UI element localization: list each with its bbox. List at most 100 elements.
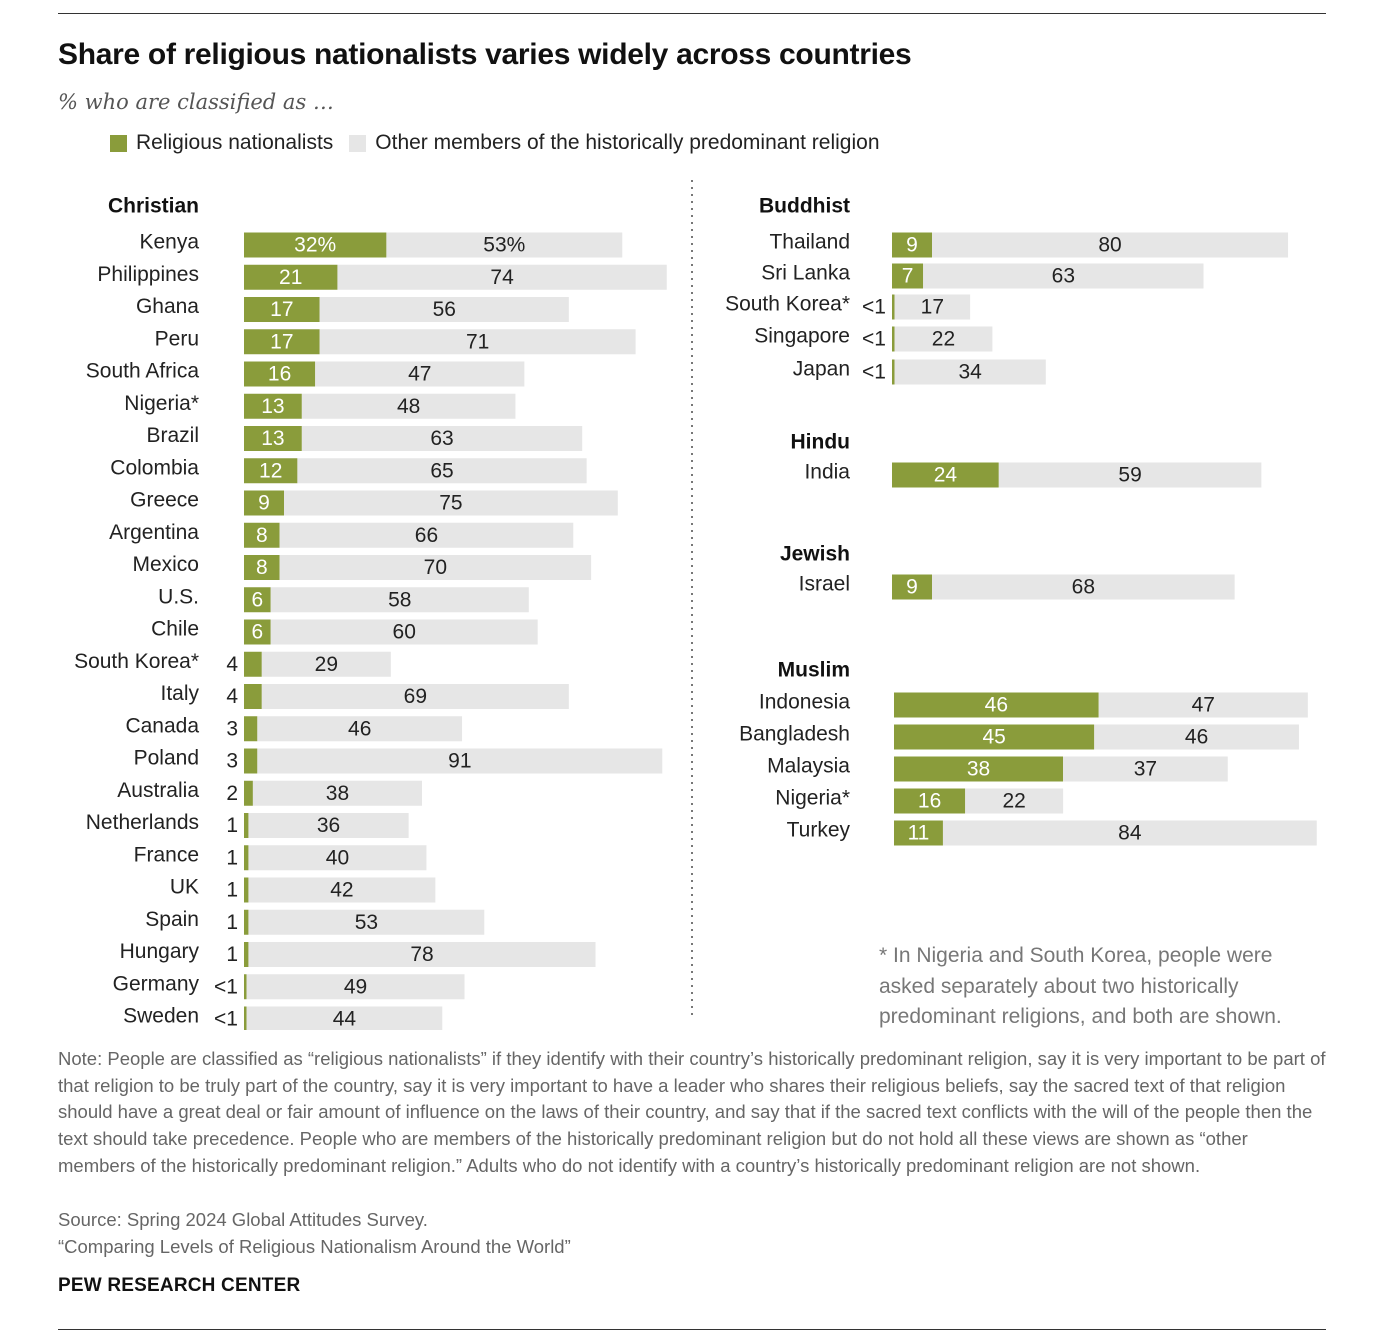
value-nationalists-buddhist-thailand: 9: [906, 234, 918, 257]
value-others-christian-greece: 75: [439, 492, 462, 515]
bar-nationalists-christian-canada: [244, 716, 258, 742]
value-nationalists-muslim-malaysia: 38: [967, 758, 990, 781]
bar-others-christian-uk: [248, 877, 436, 903]
value-others-christian-germany: 49: [344, 975, 367, 998]
value-others-christian-chile: 60: [393, 621, 416, 644]
bar-nationalists-christian-hungary: [244, 942, 249, 967]
row-label-christian-kenya: Kenya: [139, 231, 199, 254]
value-nationalists-christian-canada: 3: [226, 717, 238, 740]
value-others-christian-spain: 53: [355, 911, 378, 934]
value-others-christian-ghana: 56: [433, 298, 456, 321]
bar-others-buddhist-south-korea: [894, 294, 971, 320]
group-header-buddhist: Buddhist: [759, 195, 850, 218]
bar-others-muslim-indonesia: [1098, 692, 1308, 718]
value-nationalists-muslim-nigeria: 16: [918, 790, 941, 813]
bar-others-christian-australia: [252, 780, 422, 806]
bar-nationalists-christian-philippines: [244, 264, 338, 290]
value-nationalists-christian-brazil: 13: [261, 427, 284, 450]
value-nationalists-christian-sweden: <1: [214, 1008, 238, 1030]
value-others-christian-philippines: 74: [490, 266, 514, 289]
bar-nationalists-buddhist-sri-lanka: [892, 263, 924, 289]
bar-nationalists-christian-poland: [244, 748, 258, 774]
bar-others-buddhist-sri-lanka: [923, 263, 1204, 289]
bar-nationalists-christian-chile: [244, 619, 271, 645]
value-others-christian-canada: 46: [348, 717, 371, 740]
bar-nationalists-hindu-india: [892, 462, 999, 488]
value-others-christian-argentina: 66: [415, 524, 438, 547]
asterisk-footnote: * In Nigeria and South Korea, people wer…: [879, 944, 1282, 1028]
value-nationalists-christian-poland: 3: [226, 750, 238, 773]
bar-nationalists-christian-germany: [244, 974, 247, 1000]
value-nationalists-buddhist-sri-lanka: 7: [902, 265, 914, 288]
bar-nationalists-christian-france: [244, 845, 249, 871]
value-others-christian-peru: 71: [466, 330, 489, 353]
bar-others-christian-poland: [257, 748, 663, 774]
value-nationalists-christian-south-korea: 4: [226, 653, 238, 676]
value-others-buddhist-singapore: 22: [932, 328, 955, 351]
value-nationalists-muslim-indonesia: 46: [985, 694, 1008, 717]
group-header-jewish: Jewish: [780, 543, 850, 566]
bar-nationalists-buddhist-singapore: [892, 326, 895, 352]
value-others-buddhist-sri-lanka: 63: [1052, 265, 1075, 288]
row-label-jewish-israel: Israel: [799, 573, 850, 596]
row-label-muslim-indonesia: Indonesia: [759, 691, 850, 714]
bar-others-christian-u-s: [270, 587, 529, 613]
row-label-christian-uk: UK: [170, 876, 199, 899]
row-label-buddhist-singapore: Singapore: [754, 325, 850, 348]
row-label-christian-philippines: Philippines: [97, 263, 199, 286]
value-nationalists-christian-argentina: 8: [256, 524, 268, 547]
chart-title: Share of religious nationalists varies w…: [58, 38, 912, 71]
row-label-hindu-india: India: [804, 461, 850, 484]
row-label-christian-mexico: Mexico: [132, 553, 199, 576]
value-nationalists-muslim-bangladesh: 45: [982, 726, 1005, 749]
value-nationalists-christian-spain: 1: [226, 911, 238, 934]
row-label-christian-france: France: [134, 843, 199, 866]
value-others-muslim-indonesia: 47: [1192, 694, 1215, 717]
row-label-muslim-turkey: Turkey: [787, 819, 851, 842]
row-label-christian-poland: Poland: [134, 747, 199, 770]
value-nationalists-christian-greece: 9: [258, 492, 270, 515]
bar-nationalists-muslim-bangladesh: [894, 724, 1095, 750]
value-others-buddhist-south-korea: 17: [921, 296, 944, 319]
bar-nationalists-christian-argentina: [244, 522, 280, 548]
row-label-christian-spain: Spain: [145, 908, 199, 931]
legend-label-others: Other members of the historically predom…: [375, 131, 880, 154]
value-others-christian-brazil: 63: [430, 427, 453, 450]
bar-others-christian-nigeria: [301, 393, 516, 419]
row-label-christian-u-s: U.S.: [158, 585, 199, 608]
value-others-christian-netherlands: 36: [317, 814, 340, 837]
bar-others-buddhist-singapore: [894, 326, 993, 352]
bar-nationalists-christian-peru: [244, 329, 320, 355]
row-label-christian-australia: Australia: [117, 779, 199, 802]
bar-nationalists-muslim-malaysia: [894, 756, 1064, 782]
value-others-christian-hungary: 78: [410, 943, 433, 966]
row-label-muslim-nigeria: Nigeria*: [775, 787, 850, 810]
bar-nationalists-buddhist-thailand: [892, 232, 933, 258]
bar-nationalists-christian-australia: [244, 780, 253, 806]
bar-nationalists-christian-greece: [244, 490, 285, 516]
row-label-buddhist-japan: Japan: [793, 358, 850, 381]
bar-others-muslim-turkey: [942, 820, 1317, 846]
row-label-christian-nigeria: Nigeria*: [124, 392, 199, 415]
row-label-buddhist-thailand: Thailand: [769, 231, 850, 254]
bar-nationalists-muslim-turkey: [894, 820, 943, 846]
value-others-jewish-israel: 68: [1072, 576, 1095, 599]
value-nationalists-christian-netherlands: 1: [226, 814, 238, 837]
bar-others-muslim-bangladesh: [1094, 724, 1299, 750]
chart-subtitle: % who are classified as …: [58, 90, 334, 114]
bar-others-christian-mexico: [279, 555, 592, 580]
row-label-christian-canada: Canada: [125, 714, 199, 737]
top-rule: [58, 13, 1326, 14]
bar-others-christian-netherlands: [248, 813, 409, 838]
value-nationalists-christian-mexico: 8: [256, 556, 268, 579]
row-label-christian-colombia: Colombia: [110, 456, 199, 479]
value-nationalists-christian-france: 1: [226, 846, 238, 869]
bar-others-christian-spain: [248, 909, 485, 935]
legend: Religious nationalists Other members of …: [110, 131, 896, 155]
bar-others-christian-germany: [246, 974, 465, 1000]
bar-others-hindu-india: [998, 462, 1262, 488]
legend-label-nationalists: Religious nationalists: [136, 131, 334, 154]
row-label-christian-netherlands: Netherlands: [86, 811, 199, 834]
bar-nationalists-christian-mexico: [244, 555, 280, 580]
